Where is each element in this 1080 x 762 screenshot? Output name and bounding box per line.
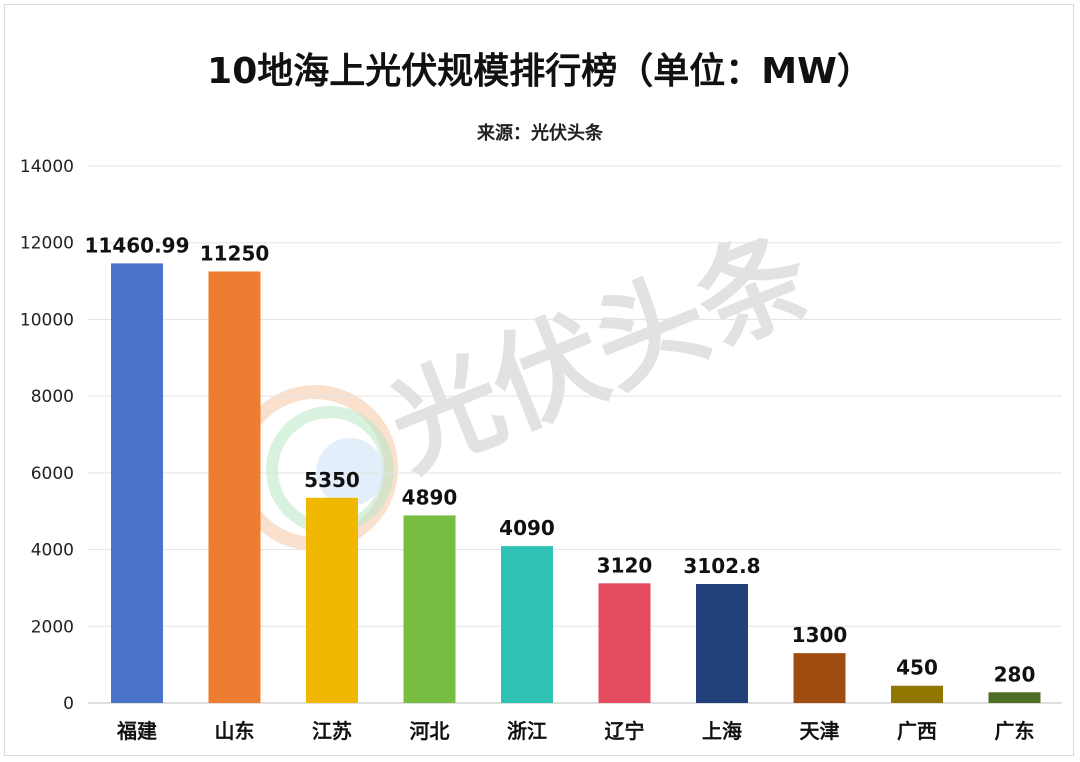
bar — [306, 497, 358, 703]
category-label: 福建 — [116, 719, 157, 743]
y-tick-label: 6000 — [31, 464, 74, 484]
watermark-logo-core-icon — [316, 438, 384, 506]
bar — [696, 583, 748, 703]
bar — [111, 263, 163, 703]
y-tick-label: 2000 — [31, 617, 74, 637]
bar — [988, 692, 1041, 703]
bar — [208, 271, 261, 703]
data-label: 3102.8 — [683, 554, 760, 578]
data-label: 11250 — [200, 241, 270, 265]
category-label: 河北 — [410, 719, 450, 743]
data-label: 4890 — [402, 485, 458, 509]
data-label: 3120 — [597, 553, 653, 577]
bar — [403, 515, 456, 703]
bar — [891, 685, 943, 703]
y-tick-label: 4000 — [31, 541, 74, 561]
data-label: 450 — [896, 656, 938, 680]
data-label: 1300 — [792, 623, 848, 647]
y-tick-label: 12000 — [20, 234, 74, 254]
bars — [111, 263, 1041, 703]
watermark-text: 光伏头条 — [372, 211, 828, 495]
y-axis-ticks: 0 2000 4000 6000 8000 10000 12000 14000 — [20, 157, 74, 714]
y-tick-label: 14000 — [20, 157, 74, 177]
data-label: 4090 — [499, 516, 555, 540]
data-label: 5350 — [304, 468, 360, 492]
y-tick-label: 10000 — [20, 310, 74, 330]
chart-title: 10地海上光伏规模排行榜（单位：MW） — [207, 51, 873, 92]
y-tick-label: 8000 — [31, 387, 74, 407]
bar — [501, 546, 553, 703]
category-label: 天津 — [800, 719, 840, 743]
category-label: 广西 — [897, 719, 937, 743]
category-label: 浙江 — [507, 719, 547, 743]
bar — [598, 583, 651, 703]
y-tick-label: 0 — [63, 694, 74, 714]
watermark: 光伏头条 — [232, 211, 828, 551]
category-label: 辽宁 — [605, 719, 645, 743]
bar — [793, 653, 846, 703]
category-label: 广东 — [995, 719, 1035, 743]
data-labels: 11460.99 11250 5350 4890 4090 3120 3102.8 1300 4… — [84, 233, 1035, 686]
chart-subtitle: 来源：光伏头条 — [477, 123, 603, 144]
category-label: 山东 — [215, 719, 255, 743]
x-axis-labels: 福建 山东 江苏 河北 浙江 辽宁 上海 天津 广西 广东 — [116, 719, 1035, 743]
data-label: 11460.99 — [84, 233, 189, 257]
category-label: 江苏 — [312, 719, 352, 743]
data-label: 280 — [994, 662, 1036, 686]
category-label: 上海 — [702, 719, 742, 743]
